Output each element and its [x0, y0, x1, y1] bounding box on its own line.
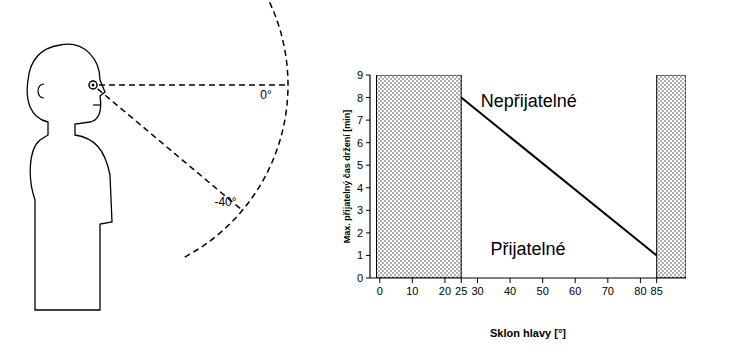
- y-tick-label: 0: [357, 272, 363, 284]
- view-arc: [185, 0, 288, 257]
- canvas: 0° -40° 0 1 2 3 4 5 6 7 8 9 0 10 20 25 30 40 50 60 70 80 85 Skl…: [0, 0, 733, 358]
- y-axis: [369, 75, 370, 278]
- view-line: [99, 84, 285, 86]
- x-tick-label: 40: [504, 285, 516, 297]
- y-tick-label: 7: [357, 114, 363, 126]
- eye: [89, 81, 97, 89]
- y-axis-label: Max. přijatelný čas držení [min]: [342, 110, 352, 244]
- x-tick: [640, 278, 641, 283]
- x-axis-label: Sklon hlavy [°]: [490, 327, 566, 339]
- annotation: Nepřijatelné: [481, 91, 577, 111]
- pupil: [92, 84, 95, 87]
- angle-label: -40°: [214, 195, 236, 209]
- x-tick-label: 0: [377, 285, 383, 297]
- limit-line: [461, 98, 656, 256]
- y-tick: [366, 120, 370, 121]
- y-tick-label: 1: [357, 249, 363, 261]
- person-outline: [27, 44, 112, 310]
- y-tick: [366, 75, 370, 76]
- y-tick: [366, 187, 370, 188]
- x-tick: [575, 278, 576, 283]
- region-bar: [377, 75, 462, 278]
- x-tick-label: 50: [537, 285, 549, 297]
- y-tick-label: 5: [357, 159, 363, 171]
- x-axis: [370, 277, 686, 278]
- region-bar: [657, 75, 686, 278]
- person: [27, 44, 112, 310]
- y-tick: [366, 97, 370, 98]
- y-tick: [366, 232, 370, 233]
- y-tick: [366, 142, 370, 143]
- x-tick: [379, 278, 380, 283]
- y-tick: [366, 210, 370, 211]
- x-tick-label: 70: [602, 285, 614, 297]
- x-tick: [444, 278, 445, 283]
- ear: [38, 84, 44, 98]
- y-tick-label: 8: [357, 92, 363, 104]
- y-tick-label: 4: [357, 182, 363, 194]
- x-tick: [607, 278, 608, 283]
- y-tick-label: 3: [357, 204, 363, 216]
- y-tick-label: 6: [357, 137, 363, 149]
- y-tick: [366, 165, 370, 166]
- angle-label: 0°: [260, 88, 272, 102]
- x-tick: [510, 278, 511, 283]
- view-line: [98, 89, 240, 209]
- mouth: [93, 104, 100, 105]
- x-tick-label: 30: [471, 285, 483, 297]
- x-tick-label: 10: [406, 285, 418, 297]
- x-tick: [412, 278, 413, 283]
- x-tick: [542, 278, 543, 283]
- plot-area: [377, 75, 686, 278]
- x-tick: [656, 278, 657, 283]
- x-tick-label: 25: [455, 285, 467, 297]
- y-tick: [366, 278, 370, 279]
- x-tick: [461, 278, 462, 283]
- y-tick-label: 2: [357, 227, 363, 239]
- x-tick-label: 85: [651, 285, 663, 297]
- annotation: Přijatelné: [491, 239, 566, 259]
- x-tick-label: 80: [634, 285, 646, 297]
- y-tick: [366, 255, 370, 256]
- x-tick: [477, 278, 478, 283]
- y-tick-label: 9: [357, 69, 363, 81]
- x-tick-label: 60: [569, 285, 581, 297]
- x-tick-label: 20: [439, 285, 451, 297]
